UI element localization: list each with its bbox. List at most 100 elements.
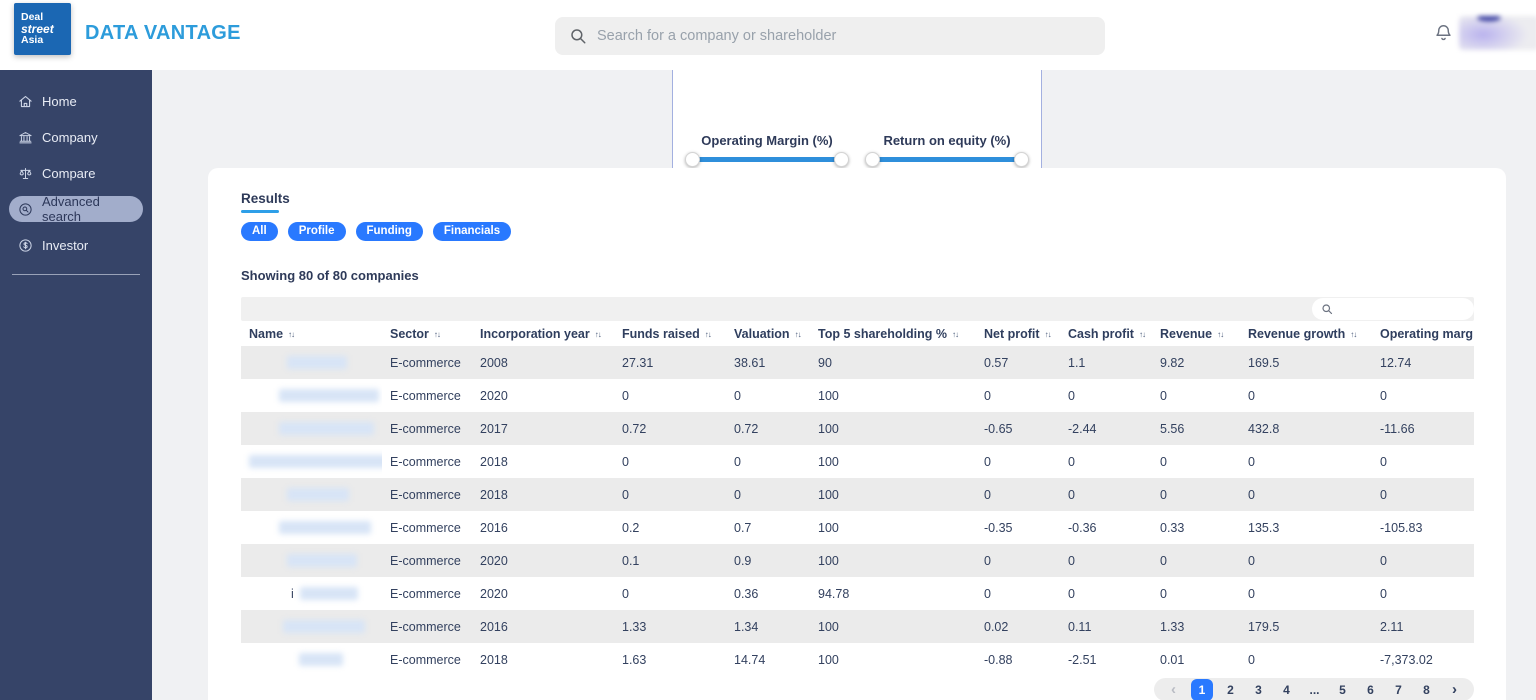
slider-label: Operating Margin (%) [693,133,841,148]
column-header-incorporation-year[interactable]: Incorporation year↑↓ [472,321,614,346]
column-label: Cash profit [1068,327,1134,341]
company-name-cell [241,478,382,511]
page-button-3[interactable]: 3 [1248,679,1269,700]
page-button-4[interactable]: 4 [1276,679,1297,700]
sidebar-item-company[interactable]: Company [9,124,143,150]
cell-funds-raised: 0 [614,478,726,511]
table-row[interactable]: E-commerce20161.331.341000.020.111.33179… [241,610,1474,643]
table-row[interactable]: E-commerce20200.10.910000000 [241,544,1474,577]
return-on-equity-slider-handle-min[interactable] [865,152,880,167]
sidebar-item-investor[interactable]: Investor [9,232,143,258]
global-search[interactable] [555,17,1105,55]
cell-incorporation-year: 2018 [472,445,614,478]
page-button-5[interactable]: 5 [1332,679,1353,700]
column-header-sector[interactable]: Sector↑↓ [382,321,472,346]
column-label: Funds raised [622,327,700,341]
redacted-company-name [283,620,365,633]
app-title: DATA VANTAGE [85,22,241,45]
sort-icon[interactable]: ↑↓ [1139,330,1145,339]
cell-sector: E-commerce [382,379,472,412]
table-row[interactable]: E-commerce200827.3138.61900.571.19.82169… [241,346,1474,379]
column-header-top-5-shareholding[interactable]: Top 5 shareholding %↑↓ [810,321,976,346]
return-on-equity-slider-track[interactable] [873,157,1021,162]
column-header-revenue-growth[interactable]: Revenue growth↑↓ [1240,321,1372,346]
prev-page-button[interactable]: ‹ [1163,679,1184,700]
column-header-revenue[interactable]: Revenue↑↓ [1152,321,1240,346]
sidebar-item-home[interactable]: Home [9,88,143,114]
sort-icon[interactable]: ↑↓ [795,330,801,339]
cell-revenue: 0 [1152,445,1240,478]
sidebar-item-label: Investor [42,238,88,253]
chip-financials[interactable]: Financials [433,222,511,241]
results-title-underline [241,210,279,213]
table-row[interactable]: E-commerce20181.6314.74100-0.88-2.510.01… [241,643,1474,676]
chip-all[interactable]: All [241,222,278,241]
column-label: Net profit [984,327,1040,341]
cell-incorporation-year: 2017 [472,412,614,445]
sort-icon[interactable]: ↑↓ [1045,330,1051,339]
sort-icon[interactable]: ↑↓ [288,330,294,339]
cell-sector: E-commerce [382,577,472,610]
sort-icon[interactable]: ↑↓ [434,330,440,339]
sort-icon[interactable]: ↑↓ [1350,330,1356,339]
table-search-input[interactable] [1339,302,1465,316]
sort-icon[interactable]: ↑↓ [595,330,601,339]
results-summary: Showing 80 of 80 companies [241,268,1482,283]
cell-revenue-growth: 135.3 [1240,511,1372,544]
sidebar-nav: Home Company Compare Advanced search Inv… [0,70,152,700]
sort-icon[interactable]: ↑↓ [705,330,711,339]
user-account-redacted[interactable] [1459,16,1536,50]
cell-sector: E-commerce [382,478,472,511]
notifications-bell-icon[interactable] [1434,22,1453,43]
cell-top-5-shareholding: 100 [810,412,976,445]
page-button-6[interactable]: 6 [1360,679,1381,700]
cell-net-profit: 0 [976,445,1060,478]
column-header-name[interactable]: Name↑↓ [241,321,382,346]
table-row[interactable]: E-commerce20180010000000 [241,478,1474,511]
operating-margin-slider-track[interactable] [693,157,841,162]
cell-valuation: 1.34 [726,610,810,643]
scales-icon [18,166,33,181]
cell-incorporation-year: 2018 [472,478,614,511]
column-header-valuation[interactable]: Valuation↑↓ [726,321,810,346]
page-button-2[interactable]: 2 [1220,679,1241,700]
sidebar-divider [12,274,140,275]
chip-profile[interactable]: Profile [288,222,346,241]
table-search[interactable] [1312,298,1474,320]
next-page-button[interactable]: › [1444,679,1465,700]
cell-cash-profit: -2.44 [1060,412,1152,445]
cell-operating-margin: -7,373.02 [1372,643,1474,676]
cell-funds-raised: 0 [614,577,726,610]
table-row[interactable]: E-commerce20200010000000 [241,379,1474,412]
chip-funding[interactable]: Funding [356,222,423,241]
company-name-prefix: i [291,587,294,601]
page-button-8[interactable]: 8 [1416,679,1437,700]
table-row[interactable]: E-commerce20160.20.7100-0.35-0.360.33135… [241,511,1474,544]
result-filter-chips: All Profile Funding Financials [241,222,1482,241]
return-on-equity-slider-handle-max[interactable] [1014,152,1029,167]
sort-icon[interactable]: ↑↓ [952,330,958,339]
sort-icon[interactable]: ↑↓ [1217,330,1223,339]
column-header-net-profit[interactable]: Net profit ↑↓ [976,321,1060,346]
cell-valuation: 0.7 [726,511,810,544]
sidebar-item-compare[interactable]: Compare [9,160,143,186]
dealstreetasia-logo[interactable]: Deal street Asia [14,3,71,55]
operating-margin-slider-handle-max[interactable] [834,152,849,167]
page-button-7[interactable]: 7 [1388,679,1409,700]
table-row[interactable]: iE-commerce202000.3694.7800000 [241,577,1474,610]
cell-operating-margin: 12.74 [1372,346,1474,379]
sidebar-item-advanced-search[interactable]: Advanced search [9,196,143,222]
sidebar-item-label: Home [42,94,77,109]
column-header-operating-margin[interactable]: Operating margin↑↓ [1372,321,1474,346]
cell-revenue-growth: 0 [1240,445,1372,478]
column-header-funds-raised[interactable]: Funds raised ↑↓ [614,321,726,346]
company-name-cell [241,643,382,676]
table-row[interactable]: E-commerce20180010000000 [241,445,1474,478]
table-row[interactable]: E-commerce20170.720.72100-0.65-2.445.564… [241,412,1474,445]
page-button-1[interactable]: 1 [1191,679,1213,700]
cell-funds-raised: 1.63 [614,643,726,676]
operating-margin-slider-handle-min[interactable] [685,152,700,167]
cell-revenue: 1.33 [1152,610,1240,643]
global-search-input[interactable] [597,28,1091,44]
column-header-cash-profit[interactable]: Cash profit ↑↓ [1060,321,1152,346]
